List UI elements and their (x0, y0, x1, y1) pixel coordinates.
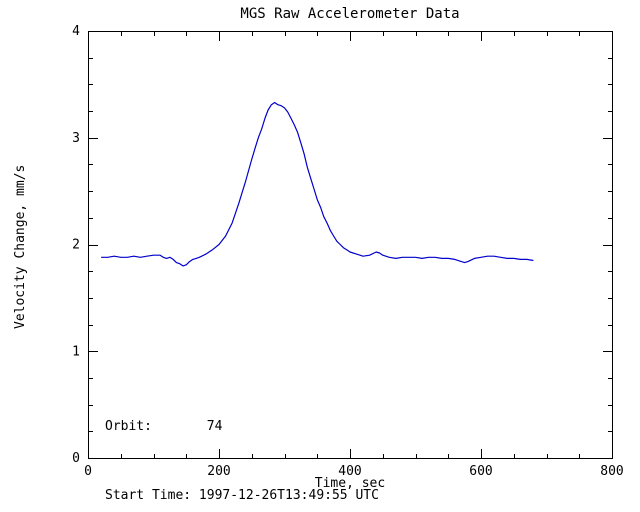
x-tick-label: 800 (600, 464, 623, 479)
data-line (101, 101, 534, 267)
annotation-start-time: Start Time: 1997-12-26T13:49:55 UTC (105, 488, 379, 503)
y-axis-label: Velocity Change, mm/s (13, 164, 28, 329)
y-tick-label: 0 (72, 451, 80, 466)
plot-box (88, 31, 613, 459)
y-tick-label: 2 (72, 238, 80, 253)
x-axis-label: Time, sec (314, 476, 386, 491)
y-tick-label: 4 (72, 24, 80, 39)
x-tick-label: 400 (338, 464, 361, 479)
x-tick-label: 0 (84, 464, 92, 479)
x-tick-label: 200 (207, 464, 230, 479)
plot-title: MGS Raw Accelerometer Data (240, 6, 460, 22)
annotation-orbit: Orbit: 74 (105, 419, 223, 434)
y-tick-label: 3 (72, 131, 80, 146)
y-tick-label: 1 (72, 344, 80, 359)
annotation-block: Orbit: 74 Start Time: 1997-12-26T13:49:5… (105, 369, 379, 512)
x-tick-label: 600 (469, 464, 492, 479)
